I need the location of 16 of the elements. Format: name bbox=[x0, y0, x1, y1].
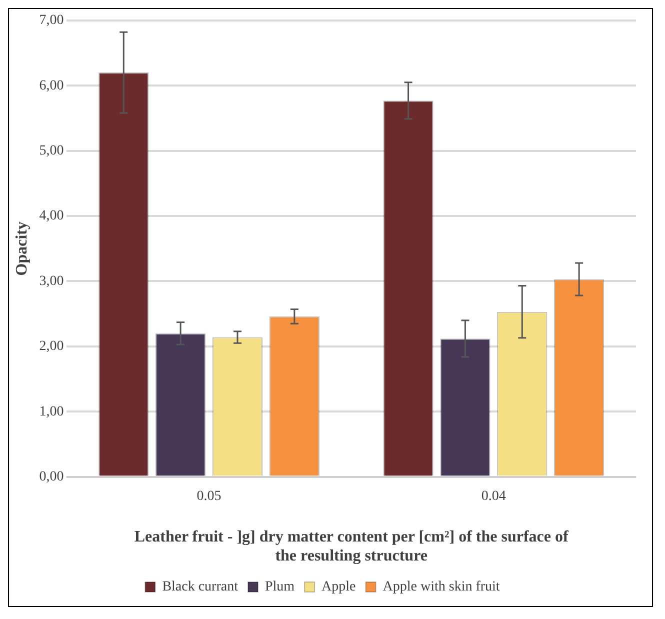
x-tick-label: 0.05 bbox=[196, 488, 222, 504]
y-tick-label: 4,00 bbox=[39, 208, 64, 224]
x-axis-title: Leather fruit - ]g] dry matter content per [cm²] of the surface of the resulting structure bbox=[134, 528, 570, 565]
legend-label: Black currant bbox=[162, 580, 238, 595]
y-tick-label: 6,00 bbox=[39, 78, 64, 94]
y-tick-label: 1,00 bbox=[39, 404, 64, 420]
legend-label: Apple with skin fruit bbox=[382, 580, 500, 595]
y-tick-label: 3,00 bbox=[39, 274, 64, 289]
y-axis-title: Opacity bbox=[14, 221, 31, 276]
legend-label: Apple bbox=[322, 580, 356, 595]
x-tick-label: 0.04 bbox=[481, 488, 506, 504]
y-tick-label: 7,00 bbox=[39, 13, 64, 28]
y-tick-label: 5,00 bbox=[39, 143, 64, 158]
y-tick-label: 0,00 bbox=[39, 469, 64, 484]
legend-label: Plum bbox=[264, 580, 295, 595]
y-tick-label: 2,00 bbox=[39, 339, 64, 354]
